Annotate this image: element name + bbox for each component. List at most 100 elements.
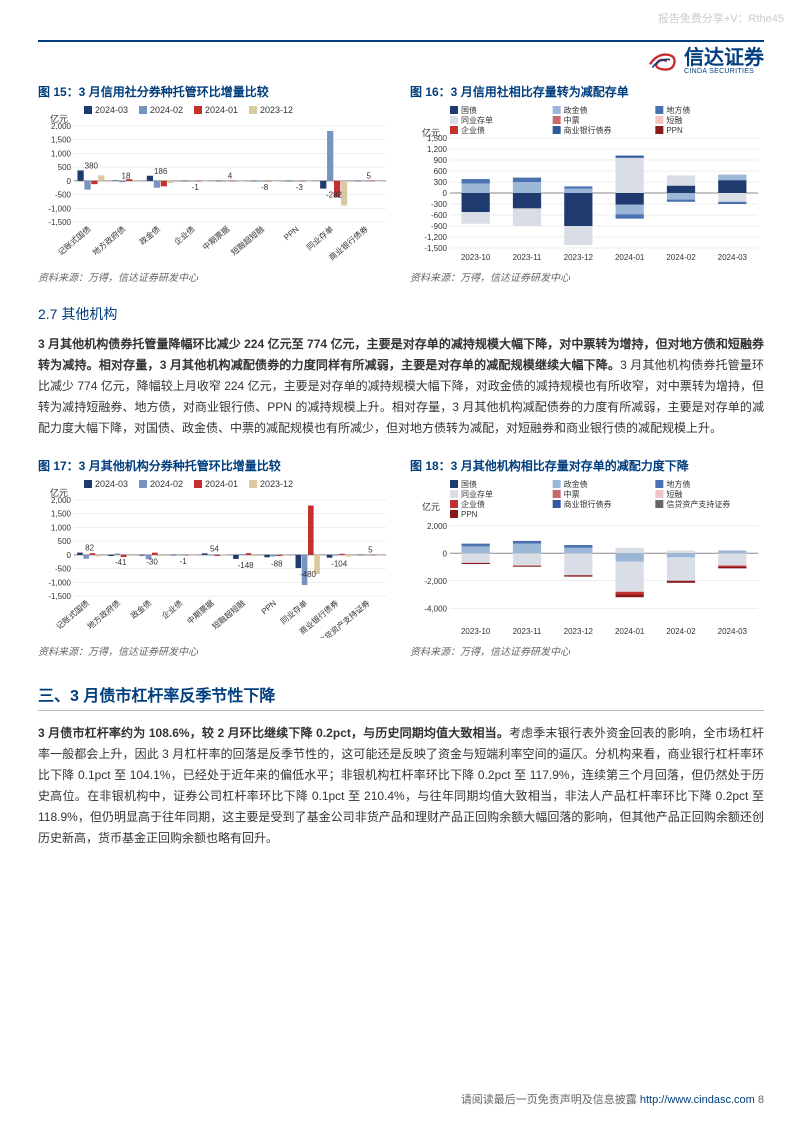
svg-text:短融超短融: 短融超短融	[229, 224, 266, 257]
svg-text:600: 600	[434, 167, 448, 176]
svg-text:2023-12: 2023-12	[564, 627, 594, 636]
svg-text:记账式国债: 记账式国债	[54, 598, 91, 631]
logo-text-en: CINDA SECURITIES	[684, 68, 764, 75]
svg-text:同业存单: 同业存单	[278, 598, 309, 626]
chart17-title: 图 17：3 月其他机构分券种托管环比增量比较	[38, 457, 392, 474]
watermark-text: 报告免费分享+V：Rthe45	[658, 10, 784, 26]
chart15-title: 图 15：3 月信用社分券种托管环比增量比较	[38, 83, 392, 100]
svg-text:-1,000: -1,000	[48, 578, 71, 587]
svg-text:2024-01: 2024-01	[205, 479, 238, 489]
svg-text:政金债: 政金债	[128, 598, 153, 621]
svg-text:-1,200: -1,200	[424, 233, 447, 242]
svg-text:中票: 中票	[564, 115, 580, 125]
chart16-source: 资料来源：万得，信达证券研发中心	[410, 269, 764, 284]
svg-text:-1: -1	[192, 183, 200, 192]
svg-text:PPN: PPN	[666, 126, 683, 135]
svg-text:-41: -41	[115, 558, 127, 567]
svg-text:-2,000: -2,000	[424, 577, 447, 586]
svg-text:PPN: PPN	[461, 510, 478, 519]
svg-text:900: 900	[434, 156, 448, 165]
chart18-source: 资料来源：万得，信达证券研发中心	[410, 643, 764, 658]
svg-text:同业存单: 同业存单	[461, 115, 493, 125]
para3-bold: 3 月债市杠杆率约为 108.6%，较 2 月环比继续下降 0.2pct，与历史…	[38, 726, 509, 740]
svg-text:PPN: PPN	[282, 224, 301, 242]
svg-text:5: 5	[366, 172, 371, 181]
svg-text:国债: 国债	[461, 105, 477, 115]
svg-text:500: 500	[58, 163, 72, 172]
svg-text:国债: 国债	[461, 479, 477, 489]
svg-text:2,000: 2,000	[51, 122, 72, 131]
svg-text:2024-03: 2024-03	[95, 105, 128, 115]
svg-text:记账式国债: 记账式国债	[56, 224, 93, 257]
svg-text:2024-02: 2024-02	[666, 253, 696, 262]
chart15: 2024-032024-022024-012023-12亿元-1,500-1,0…	[38, 104, 392, 264]
svg-text:2024-01: 2024-01	[205, 105, 238, 115]
svg-text:-1,500: -1,500	[424, 244, 447, 253]
section-3-heading: 三、3 月债市杠杆率反季节性下降	[38, 682, 764, 711]
svg-text:1,200: 1,200	[427, 145, 448, 154]
svg-text:82: 82	[85, 544, 94, 553]
svg-text:2024-01: 2024-01	[615, 627, 645, 636]
svg-text:380: 380	[85, 161, 99, 170]
section-3-body: 3 月债市杠杆率约为 108.6%，较 2 月环比继续下降 0.2pct，与历史…	[38, 723, 764, 849]
svg-text:2023-12: 2023-12	[260, 105, 293, 115]
chart16: 国债政金债地方债同业存单中票短融企业债商业银行债券PPN亿元-1,500-1,2…	[410, 104, 764, 264]
logo-text-cn: 信达证券	[684, 48, 764, 68]
svg-text:-480: -480	[300, 570, 317, 579]
svg-text:1,000: 1,000	[51, 523, 72, 532]
svg-text:地方债: 地方债	[666, 479, 690, 489]
svg-text:-1: -1	[180, 557, 188, 566]
svg-text:企业债: 企业债	[160, 598, 185, 621]
svg-text:2024-03: 2024-03	[95, 479, 128, 489]
svg-text:-148: -148	[238, 561, 255, 570]
svg-text:300: 300	[434, 178, 448, 187]
svg-text:2024-03: 2024-03	[718, 253, 748, 262]
svg-text:-300: -300	[431, 200, 448, 209]
svg-text:中期票据: 中期票据	[200, 224, 231, 252]
svg-text:地方政府债: 地方政府债	[90, 224, 127, 257]
svg-text:-3: -3	[296, 183, 304, 192]
brand-logo: 信达证券 CINDA SECURITIES	[646, 48, 764, 75]
header: 信达证券 CINDA SECURITIES	[38, 48, 764, 75]
chart18-title: 图 18：3 月其他机构相比存量对存单的减配力度下降	[410, 457, 764, 474]
svg-text:-500: -500	[55, 565, 72, 574]
swirl-icon	[646, 49, 678, 75]
svg-text:2,000: 2,000	[51, 496, 72, 505]
svg-text:2023-11: 2023-11	[513, 627, 542, 636]
svg-text:-104: -104	[331, 560, 348, 569]
para3-rest: 考虑季末银行表外资金回表的影响，全市场杠杆率一般都会上升，因此 3 月杠杆率的回…	[38, 726, 764, 845]
chart17: 2024-032024-022024-012023-12亿元-1,500-1,0…	[38, 478, 392, 638]
svg-text:2024-03: 2024-03	[718, 627, 748, 636]
svg-text:商业银行债券: 商业银行债券	[564, 499, 612, 509]
svg-text:-30: -30	[146, 558, 158, 567]
svg-text:1,500: 1,500	[427, 134, 448, 143]
svg-text:政金债: 政金债	[564, 105, 588, 115]
svg-text:-1,500: -1,500	[48, 592, 71, 601]
svg-text:地方政府债: 地方政府债	[85, 598, 122, 631]
svg-text:2023-12: 2023-12	[260, 479, 293, 489]
svg-text:短融: 短融	[666, 115, 682, 125]
svg-text:-4,000: -4,000	[424, 604, 447, 613]
svg-text:信贷资产支持证券: 信贷资产支持证券	[666, 499, 730, 509]
svg-text:2023-11: 2023-11	[513, 253, 542, 262]
svg-text:-600: -600	[431, 211, 448, 220]
svg-text:500: 500	[58, 537, 72, 546]
svg-text:2024-02: 2024-02	[150, 479, 183, 489]
chart15-source: 资料来源：万得，信达证券研发中心	[38, 269, 392, 284]
svg-text:1,000: 1,000	[51, 149, 72, 158]
svg-text:-500: -500	[55, 191, 72, 200]
svg-text:-88: -88	[271, 559, 283, 568]
top-rule	[38, 40, 764, 42]
svg-text:商业银行债券: 商业银行债券	[564, 125, 612, 135]
footer-link[interactable]: http://www.cindasc.com	[640, 1094, 755, 1106]
svg-text:同业存单: 同业存单	[461, 489, 493, 499]
svg-text:短融超短融: 短融超短融	[210, 598, 247, 631]
svg-text:-1,000: -1,000	[48, 204, 71, 213]
footer-page: 8	[755, 1094, 764, 1106]
svg-text:54: 54	[210, 544, 219, 553]
svg-text:同业存单: 同业存单	[304, 224, 335, 252]
svg-text:0: 0	[67, 551, 72, 560]
svg-text:0: 0	[443, 549, 448, 558]
svg-text:PPN: PPN	[260, 598, 279, 616]
svg-text:企业债: 企业债	[461, 125, 485, 135]
